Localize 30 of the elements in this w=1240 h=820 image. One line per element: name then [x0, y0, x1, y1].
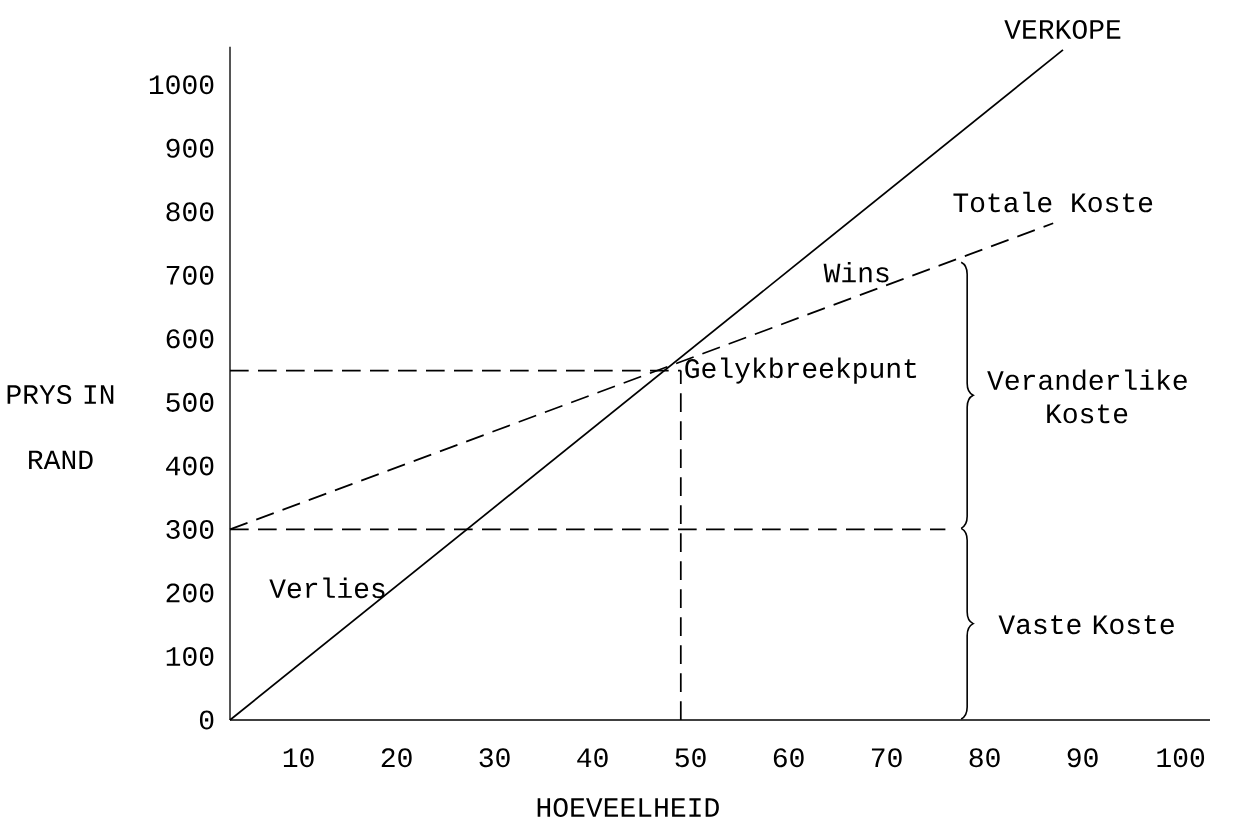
y-tick-label: 700 — [166, 265, 214, 285]
annotation: Wins — [823, 261, 889, 283]
x-tick-label: 80 — [969, 748, 1000, 768]
series-label: VERKOPE — [1004, 19, 1121, 39]
y-tick-label: 500 — [166, 392, 214, 412]
y-tick-label: 800 — [166, 202, 214, 222]
x-tick-label: 40 — [577, 748, 608, 768]
y-tick-label: 1000 — [149, 75, 214, 95]
x-tick-label: 100 — [1157, 748, 1205, 768]
y-tick-label: 300 — [166, 519, 214, 539]
y-tick-label: 100 — [166, 646, 214, 666]
x-tick-label: 20 — [381, 748, 412, 768]
annotation: Veranderlike Koste — [987, 369, 1187, 424]
y-tick-label: 0 — [199, 710, 214, 730]
x-tick-label: 10 — [283, 748, 314, 768]
annotation: Verlies — [269, 577, 385, 599]
x-tick-label: 30 — [479, 748, 510, 768]
text: PRYS IN RAND — [7, 385, 114, 470]
annotation: Gelykbreekpunt — [685, 357, 917, 384]
x-tick-label: 60 — [773, 748, 804, 768]
y-tick-label: 600 — [166, 329, 214, 349]
x-tick-label: 90 — [1067, 748, 1098, 768]
x-axis-title: HOEVEELHEID — [537, 798, 719, 818]
y-tick-label: 400 — [166, 456, 214, 476]
series-label: Totale Koste — [953, 191, 1153, 213]
y-tick-label: 900 — [166, 138, 214, 158]
y-tick-label: 200 — [166, 583, 214, 603]
annotation: Vaste Koste — [998, 615, 1174, 635]
x-tick-label: 70 — [871, 748, 902, 768]
x-tick-label: 50 — [675, 748, 706, 768]
